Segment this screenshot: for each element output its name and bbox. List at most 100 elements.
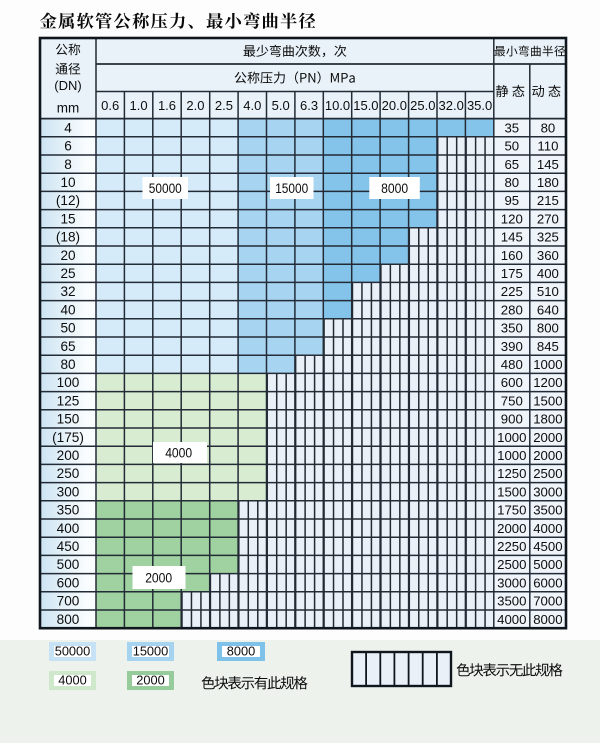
svg-text:280: 280 <box>501 303 523 318</box>
svg-text:2.0: 2.0 <box>186 98 204 113</box>
svg-text:4000: 4000 <box>165 445 192 460</box>
svg-text:640: 640 <box>537 303 559 318</box>
svg-text:225: 225 <box>501 284 523 299</box>
svg-text:32.0: 32.0 <box>439 98 464 113</box>
svg-text:800: 800 <box>537 321 559 336</box>
svg-text:250: 250 <box>57 466 80 481</box>
svg-text:145: 145 <box>537 157 559 172</box>
svg-text:145: 145 <box>501 230 523 245</box>
svg-text:270: 270 <box>537 211 559 226</box>
svg-text:32: 32 <box>60 284 75 299</box>
svg-text:1.6: 1.6 <box>158 98 176 113</box>
svg-text:325: 325 <box>537 230 559 245</box>
svg-text:1750: 1750 <box>497 503 526 518</box>
svg-text:350: 350 <box>501 321 523 336</box>
svg-text:4.0: 4.0 <box>243 98 261 113</box>
svg-text:175: 175 <box>501 266 523 281</box>
svg-text:845: 845 <box>537 339 559 354</box>
svg-text:2.5: 2.5 <box>215 98 233 113</box>
svg-text:10.0: 10.0 <box>325 98 350 113</box>
svg-text:160: 160 <box>501 248 523 263</box>
svg-text:10: 10 <box>60 175 76 190</box>
svg-text:50: 50 <box>504 139 519 154</box>
svg-text:1000: 1000 <box>497 430 526 445</box>
svg-text:3500: 3500 <box>497 594 526 609</box>
svg-text:750: 750 <box>501 394 523 409</box>
svg-text:8000: 8000 <box>381 181 408 196</box>
svg-text:6.3: 6.3 <box>300 98 318 113</box>
svg-text:80: 80 <box>541 120 556 135</box>
svg-text:120: 120 <box>501 211 523 226</box>
svg-text:500: 500 <box>57 557 80 572</box>
svg-text:800: 800 <box>57 612 80 627</box>
svg-text:(12): (12) <box>56 193 80 208</box>
svg-text:2000: 2000 <box>145 570 172 585</box>
svg-text:35: 35 <box>504 120 519 135</box>
svg-text:25: 25 <box>60 266 75 281</box>
svg-text:1500: 1500 <box>497 485 526 500</box>
svg-text:450: 450 <box>57 539 80 554</box>
svg-text:350: 350 <box>57 503 80 518</box>
svg-text:4000: 4000 <box>58 673 86 688</box>
svg-text:15000: 15000 <box>275 181 308 196</box>
svg-text:50000: 50000 <box>149 181 182 196</box>
svg-text:2000: 2000 <box>533 430 562 445</box>
svg-text:8000: 8000 <box>227 644 255 659</box>
svg-text:2000: 2000 <box>136 673 164 688</box>
svg-text:390: 390 <box>501 339 523 354</box>
svg-text:50: 50 <box>60 321 76 336</box>
svg-text:40: 40 <box>60 303 76 318</box>
svg-text:360: 360 <box>537 248 559 263</box>
svg-text:80: 80 <box>504 175 519 190</box>
svg-text:8: 8 <box>64 157 72 172</box>
svg-text:4500: 4500 <box>533 539 562 554</box>
svg-text:125: 125 <box>57 394 80 409</box>
svg-text:4: 4 <box>64 120 72 135</box>
svg-text:480: 480 <box>501 357 523 372</box>
svg-text:4000: 4000 <box>497 612 526 627</box>
svg-text:2500: 2500 <box>497 557 526 572</box>
svg-text:110: 110 <box>537 139 558 154</box>
svg-text:900: 900 <box>501 412 523 427</box>
svg-text:15.0: 15.0 <box>353 98 378 113</box>
svg-text:65: 65 <box>504 157 519 172</box>
svg-text:20: 20 <box>60 248 76 263</box>
svg-text:510: 510 <box>537 284 559 299</box>
svg-text:15000: 15000 <box>133 644 169 659</box>
svg-text:1000: 1000 <box>533 357 562 372</box>
svg-text:215: 215 <box>537 193 559 208</box>
svg-text:5000: 5000 <box>533 557 562 572</box>
svg-text:2250: 2250 <box>497 539 526 554</box>
svg-text:7000: 7000 <box>533 594 562 609</box>
svg-text:6: 6 <box>64 139 72 154</box>
svg-text:0.6: 0.6 <box>101 98 119 113</box>
svg-text:35.0: 35.0 <box>467 98 492 113</box>
svg-text:1250: 1250 <box>497 466 526 481</box>
svg-text:(DN): (DN) <box>54 78 81 93</box>
svg-text:700: 700 <box>57 594 80 609</box>
svg-text:2500: 2500 <box>533 466 562 481</box>
svg-text:8000: 8000 <box>533 612 562 627</box>
svg-text:15: 15 <box>60 211 75 226</box>
svg-text:600: 600 <box>501 375 523 390</box>
svg-text:1000: 1000 <box>497 448 526 463</box>
svg-text:20.0: 20.0 <box>382 98 407 113</box>
svg-text:4000: 4000 <box>533 521 562 536</box>
svg-text:50000: 50000 <box>55 644 91 659</box>
svg-text:5.0: 5.0 <box>272 98 290 113</box>
svg-text:(18): (18) <box>56 230 80 245</box>
svg-text:200: 200 <box>57 448 80 463</box>
svg-text:1.0: 1.0 <box>130 98 148 113</box>
svg-text:2000: 2000 <box>533 448 562 463</box>
svg-text:180: 180 <box>537 175 559 190</box>
svg-text:150: 150 <box>57 412 80 427</box>
svg-text:80: 80 <box>60 357 76 372</box>
svg-text:(175): (175) <box>52 430 84 445</box>
svg-text:1800: 1800 <box>533 412 562 427</box>
svg-text:1500: 1500 <box>533 394 562 409</box>
svg-text:1200: 1200 <box>533 375 562 390</box>
svg-text:mm: mm <box>57 101 80 116</box>
svg-text:25.0: 25.0 <box>410 98 435 113</box>
svg-text:65: 65 <box>60 339 75 354</box>
svg-text:400: 400 <box>57 521 80 536</box>
